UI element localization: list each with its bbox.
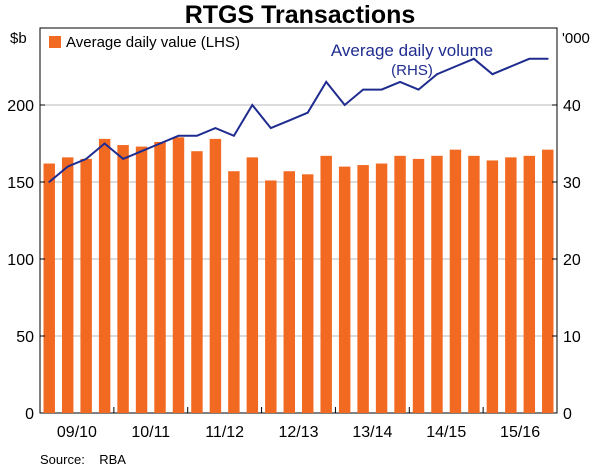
- left-tick-label: 50: [16, 329, 34, 346]
- bar: [154, 141, 166, 413]
- bar: [265, 180, 277, 413]
- line-point: [232, 134, 235, 137]
- bar: [486, 160, 499, 413]
- left-tick-label: 150: [7, 175, 34, 192]
- bar: [505, 157, 517, 413]
- right-tick-label: 0: [563, 406, 572, 423]
- left-axis-labels: 0 50 100 150 200: [7, 98, 34, 423]
- x-tick-label: 15/16: [500, 424, 540, 441]
- right-tick-label: 40: [563, 98, 581, 115]
- source-note: Source: RBA: [40, 452, 126, 467]
- left-tick-label: 200: [7, 98, 34, 115]
- bar: [209, 138, 222, 413]
- line-point: [85, 158, 88, 160]
- bar: [431, 155, 443, 413]
- right-tick-label: 10: [563, 329, 581, 346]
- bar: [246, 157, 259, 413]
- bar: [43, 163, 55, 413]
- line-point: [343, 104, 346, 106]
- x-tick-label: 09/10: [57, 424, 97, 441]
- line-point: [269, 127, 272, 129]
- line-point: [325, 81, 328, 83]
- line-point: [306, 111, 309, 114]
- line-point: [251, 104, 254, 106]
- bar: [542, 149, 554, 413]
- x-tick-label: 10/11: [131, 424, 170, 441]
- line-series-path: [48, 57, 548, 183]
- legend-volume-label: Average daily volume: [331, 41, 493, 60]
- right-axis-unit: '000: [562, 30, 590, 47]
- bar: [468, 155, 480, 413]
- line-point: [122, 158, 124, 160]
- bar: [394, 155, 406, 413]
- line-point: [140, 150, 143, 153]
- line-point: [509, 65, 512, 68]
- line-point: [103, 142, 106, 145]
- line-point: [454, 65, 457, 68]
- legend-value-label: Average daily value (LHS): [66, 34, 240, 51]
- line-point: [546, 57, 549, 60]
- left-axis-unit: $b: [10, 30, 27, 47]
- line-point: [491, 73, 494, 76]
- x-axis-labels: 09/10 10/11 11/12 12/13 13/14 14/15 15/16: [57, 424, 540, 441]
- x-tick-label: 12/13: [278, 424, 318, 441]
- line-point: [436, 73, 438, 76]
- right-tick-label: 30: [563, 175, 581, 192]
- bar: [523, 155, 536, 413]
- line-point: [214, 127, 217, 129]
- line-point: [159, 142, 161, 145]
- legend-value: Average daily value (LHS): [49, 34, 240, 51]
- bar: [172, 137, 185, 413]
- line-point: [362, 88, 365, 91]
- bar: [449, 149, 462, 413]
- bar: [412, 158, 425, 413]
- line-point: [177, 134, 180, 137]
- bar-series: [43, 137, 554, 414]
- left-tick-label: 100: [7, 252, 34, 269]
- axis-ticks: [40, 104, 557, 413]
- right-tick-label: 20: [563, 252, 581, 269]
- bar: [228, 171, 240, 413]
- bar: [302, 174, 314, 413]
- right-axis-labels: 0 10 20 30 40: [563, 98, 581, 423]
- legend-value-swatch: [49, 36, 61, 48]
- line-point: [417, 88, 420, 91]
- x-tick-label: 14/15: [426, 424, 466, 441]
- bar: [375, 163, 388, 413]
- x-tick-label: 13/14: [352, 424, 392, 441]
- line-point: [48, 181, 51, 183]
- bar: [135, 146, 148, 413]
- bar: [117, 145, 129, 414]
- line-point: [399, 81, 401, 83]
- line-point: [196, 134, 198, 137]
- bar: [320, 155, 332, 413]
- bar: [357, 165, 369, 413]
- x-tick-label: 11/12: [205, 424, 244, 441]
- bar: [283, 171, 295, 413]
- line-point: [380, 88, 383, 91]
- line-series: [48, 57, 549, 183]
- bar: [80, 158, 92, 413]
- bar: [338, 166, 351, 413]
- bar: [191, 151, 203, 413]
- bar: [61, 157, 74, 413]
- line-point: [473, 57, 475, 60]
- line-point: [528, 57, 531, 60]
- left-tick-label: 0: [25, 406, 34, 423]
- line-point: [66, 165, 69, 168]
- bar: [98, 138, 111, 413]
- line-point: [288, 119, 291, 122]
- chart-title: RTGS Transactions: [184, 1, 416, 29]
- legend-volume-sublabel: (RHS): [391, 62, 433, 79]
- legend-volume: Average daily volume (RHS): [331, 41, 493, 79]
